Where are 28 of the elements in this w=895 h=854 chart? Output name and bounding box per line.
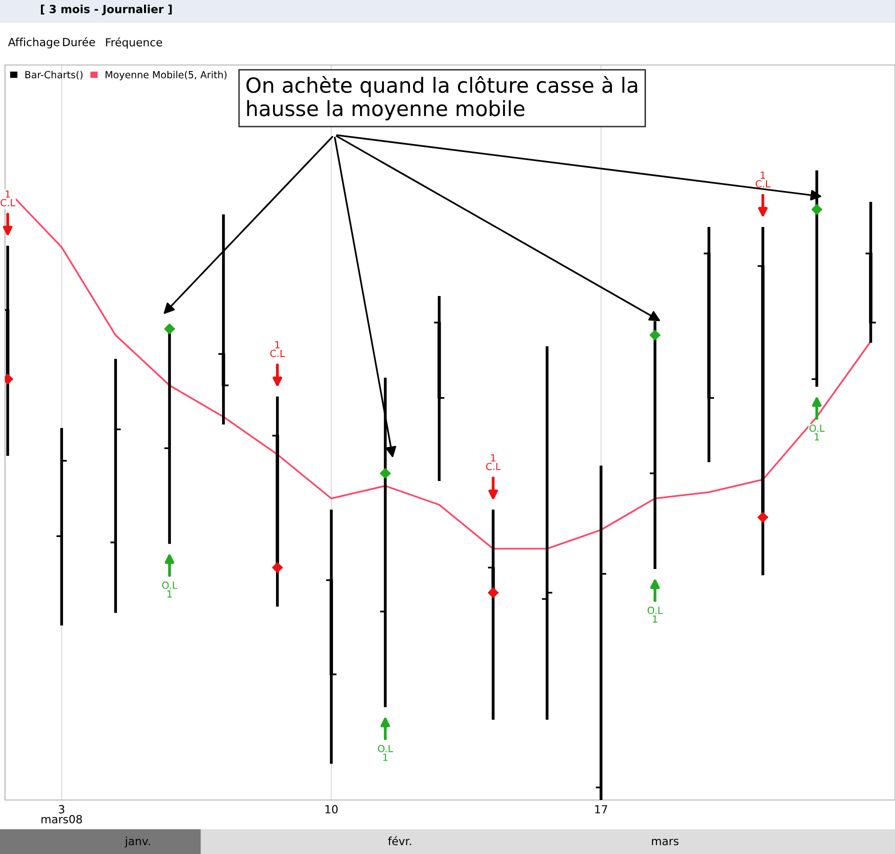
annotation: 1 C.L bbox=[756, 172, 770, 188]
point bbox=[650, 330, 660, 340]
annotation: O.L 1 bbox=[378, 744, 394, 761]
annotation: O.L 1 bbox=[809, 424, 825, 440]
point bbox=[164, 324, 175, 334]
point bbox=[380, 468, 391, 479]
annotation: 1 C.L bbox=[0, 190, 16, 206]
x-tick-label: 17 bbox=[595, 805, 608, 814]
point bbox=[758, 512, 768, 523]
annotation: 1 C.L bbox=[270, 341, 285, 358]
legend-label: Moyenne Mobile(5, Arith) bbox=[106, 70, 227, 80]
legend-label: Bar-Charts() bbox=[25, 70, 82, 80]
text: mars bbox=[652, 838, 678, 846]
annotation: O.L 1 bbox=[648, 606, 663, 623]
text: Fréquence bbox=[106, 37, 162, 49]
text: Affichage bbox=[8, 38, 60, 48]
point bbox=[272, 562, 283, 573]
x-tick-label: 3 mars08 bbox=[42, 805, 82, 824]
x-tick-label: 10 bbox=[325, 805, 338, 814]
annotation: 1 C.L bbox=[486, 454, 501, 470]
text: Durée bbox=[63, 37, 95, 46]
annotation: O.L 1 bbox=[162, 582, 178, 598]
point bbox=[488, 587, 498, 598]
text: févr. bbox=[388, 836, 412, 846]
chart-title: [ 3 mois - Journalier ] bbox=[40, 4, 172, 16]
point bbox=[811, 204, 822, 215]
text: janv. bbox=[124, 836, 150, 848]
text: On achète quand la clôture casse à la hausse la moyenne mobile bbox=[246, 76, 638, 120]
